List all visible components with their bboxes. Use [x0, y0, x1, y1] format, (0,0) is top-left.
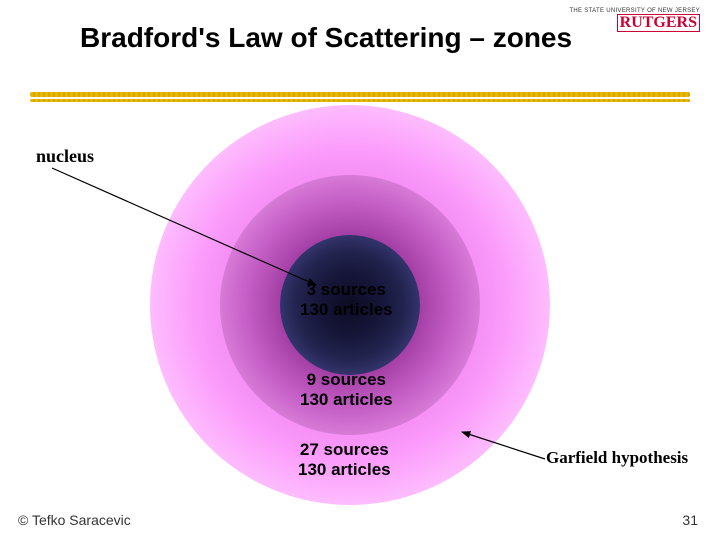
middle-zone-sources: 9 sources — [307, 370, 386, 389]
logo-name: RUTGERS — [617, 14, 700, 32]
rutgers-logo: THE STATE UNIVERSITY OF NEW JERSEY RUTGE… — [569, 8, 700, 32]
inner-zone-articles: 130 articles — [300, 300, 393, 319]
copyright-text: © Tefko Saracevic — [18, 512, 131, 528]
middle-zone-label: 9 sources 130 articles — [300, 370, 393, 409]
nucleus-annotation: nucleus — [36, 146, 94, 167]
inner-zone-label: 3 sources 130 articles — [300, 280, 393, 319]
outer-zone-articles: 130 articles — [298, 460, 391, 479]
outer-zone-sources: 27 sources — [300, 440, 389, 459]
page-title: Bradford's Law of Scattering – zones — [80, 22, 572, 54]
inner-zone-sources: 3 sources — [307, 280, 386, 299]
page-number: 31 — [682, 512, 698, 528]
zones-diagram: 3 sources 130 articles 9 sources 130 art… — [150, 105, 550, 505]
garfield-annotation: Garfield hypothesis — [546, 448, 688, 468]
title-divider — [30, 92, 690, 102]
middle-zone-articles: 130 articles — [300, 390, 393, 409]
outer-zone-label: 27 sources 130 articles — [298, 440, 391, 479]
